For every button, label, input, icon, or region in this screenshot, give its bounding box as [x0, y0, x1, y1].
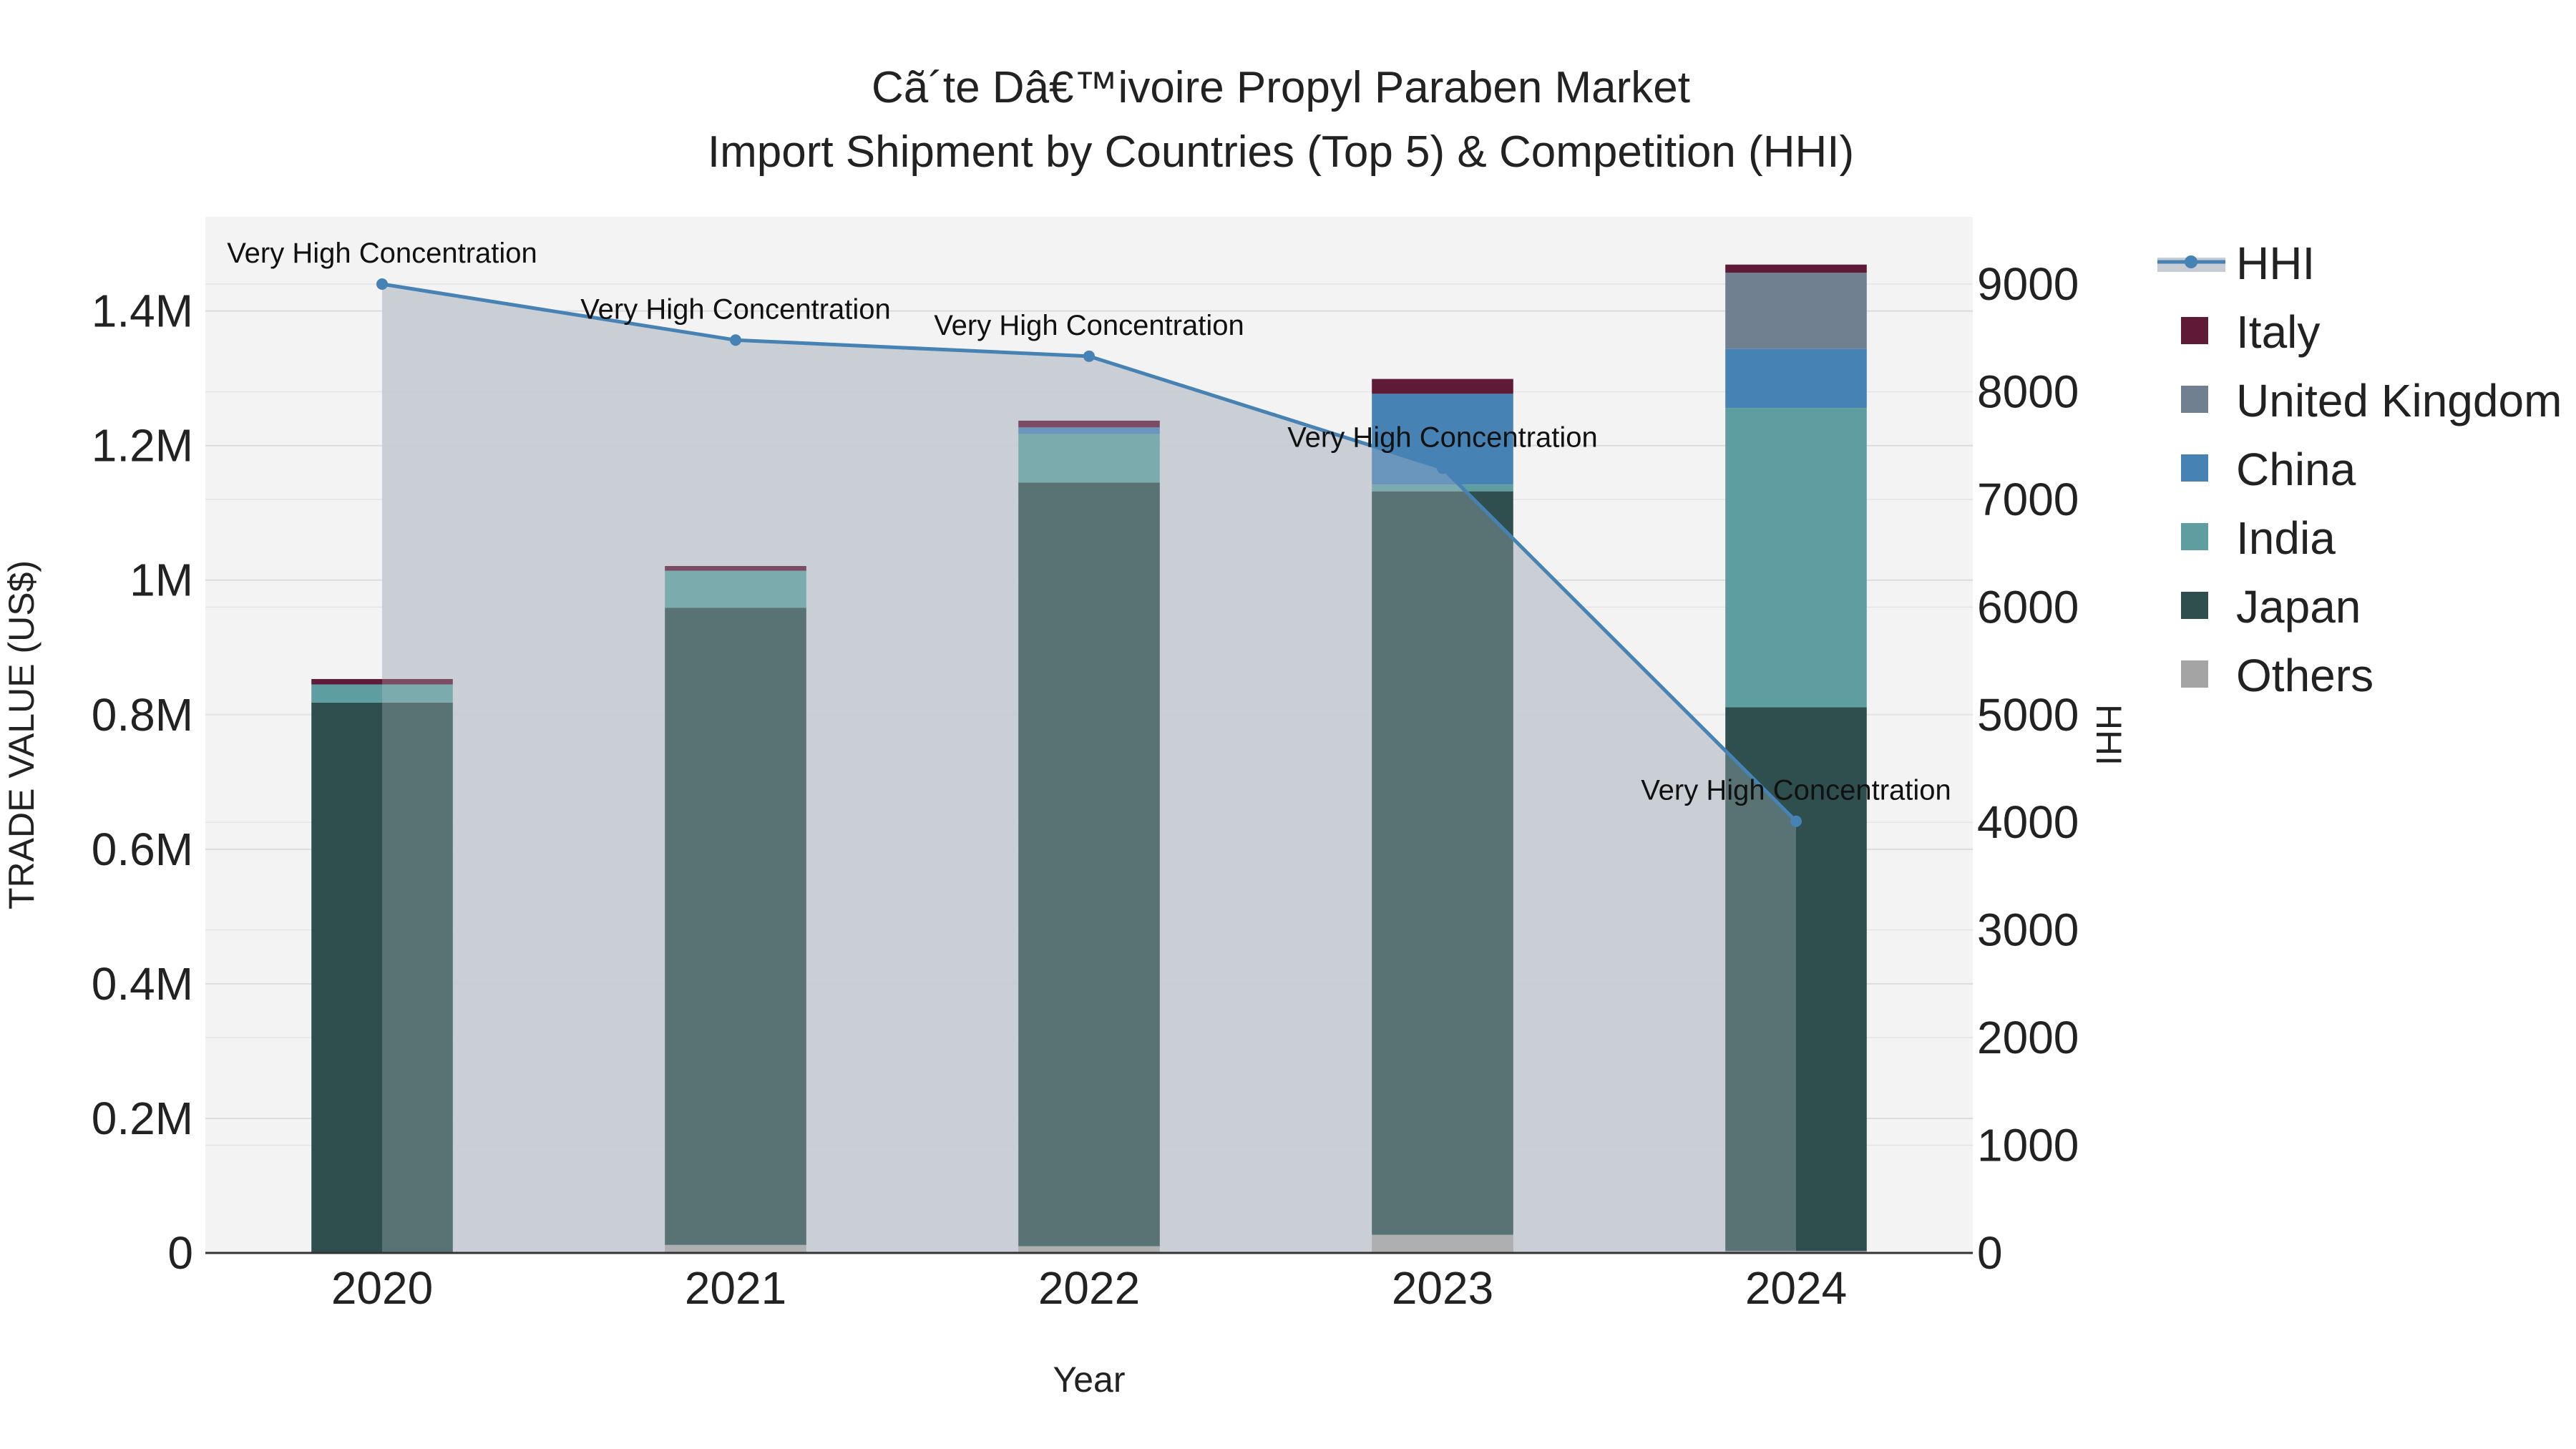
left-tick-label: 1.2M: [92, 420, 193, 472]
hhi-area-overlay: [382, 284, 1796, 1253]
bar-italy-2024: [1725, 264, 1867, 273]
right-tick-label: 2000: [1977, 1012, 2079, 1063]
right-tick-label: 9000: [1977, 258, 2079, 310]
bar-india-2020: [311, 684, 453, 703]
hhi-label-2024: Very High Concentration: [1641, 775, 1951, 806]
legend-label: Italy: [2236, 306, 2320, 358]
legend-swatch-hhi-marker: [2185, 255, 2197, 268]
left-tick-label: 0.8M: [92, 689, 193, 741]
bar-india-2024: [1725, 408, 1867, 708]
left-tick-label: 1M: [130, 555, 193, 606]
bar-india-2021: [665, 570, 806, 608]
bar-india-2022: [1018, 434, 1160, 483]
legend-item-italy: Italy: [2181, 306, 2320, 358]
legend-swatch: [2181, 660, 2208, 688]
right-tick-label: 5000: [1977, 689, 2079, 741]
hhi-point-2021: [730, 334, 741, 346]
chart-title-line1: Cã´te Dâ€™ivoire Propyl Paraben Market: [872, 63, 1690, 112]
bar-united-kingdom-2024: [1725, 273, 1867, 349]
bar-italy-2022: [1018, 420, 1160, 428]
right-tick-label: 3000: [1977, 904, 2079, 956]
bar-japan-2020: [311, 702, 453, 1253]
bar-japan-2023: [1372, 491, 1513, 1235]
legend-item-china: China: [2181, 444, 2356, 495]
hhi-point-2023: [1437, 462, 1448, 474]
legend-swatch: [2181, 386, 2208, 413]
x-tick-label: 2024: [1745, 1262, 1847, 1314]
legend-label: HHI: [2236, 238, 2315, 289]
legend-item-japan: Japan: [2181, 581, 2361, 633]
legend-swatch: [2181, 592, 2208, 619]
left-tick-label: 0.2M: [92, 1093, 193, 1144]
right-tick-label: 1000: [1977, 1120, 2079, 1171]
left-axis-ticks: 0 0.2M 0.4M 0.6M 0.8M 1M 1.2M 1.4M: [92, 286, 193, 1279]
x-tick-label: 2023: [1392, 1262, 1493, 1314]
hhi-label-2020: Very High Concentration: [227, 238, 537, 269]
legend-label: China: [2236, 444, 2356, 495]
legend-label: Others: [2236, 650, 2373, 701]
x-axis-ticks: 2020 2021 2022 2023 2024: [331, 1262, 1847, 1314]
hhi-label-2022: Very High Concentration: [934, 310, 1244, 341]
bar-italy-2021: [665, 565, 806, 571]
left-tick-label: 1.4M: [92, 286, 193, 337]
bar-others-2023: [1372, 1234, 1513, 1253]
x-tick-label: 2021: [685, 1262, 786, 1314]
left-tick-label: 0.4M: [92, 958, 193, 1010]
right-tick-label: 4000: [1977, 796, 2079, 848]
bar-others-2022: [1018, 1246, 1160, 1253]
hhi-point-2020: [376, 278, 388, 291]
bar-japan-2024: [1725, 707, 1867, 1252]
legend-label: India: [2236, 512, 2336, 564]
hhi-label-2021: Very High Concentration: [580, 293, 891, 325]
right-tick-label: 7000: [1977, 474, 2079, 525]
x-tick-label: 2020: [331, 1262, 433, 1314]
hhi-point-2022: [1083, 350, 1095, 362]
legend-label: United Kingdom: [2236, 375, 2562, 426]
bar-italy-2023: [1372, 379, 1513, 394]
legend-item-hhi: HHI: [2157, 238, 2315, 289]
stacked-bars: [311, 264, 1867, 1253]
y-axis-title-right: HHI: [2089, 704, 2129, 766]
legend: HHI Italy United Kingdom China India Japan Oth…: [2157, 238, 2562, 701]
bar-china-2022: [1018, 427, 1160, 434]
x-tick-label: 2022: [1038, 1262, 1140, 1314]
chart-title-line2: Import Shipment by Countries (Top 5) & C…: [708, 127, 1854, 177]
right-tick-label: 8000: [1977, 366, 2079, 417]
right-tick-label: 6000: [1977, 581, 2079, 633]
bar-japan-2021: [665, 608, 806, 1245]
left-tick-label: 0.6M: [92, 824, 193, 875]
right-axis-ticks: 0 1000 2000 3000 4000 5000 6000 7000 8000 9000: [1977, 258, 2079, 1279]
bar-japan-2022: [1018, 482, 1160, 1246]
bar-others-2021: [665, 1244, 806, 1253]
legend-item-others: Others: [2181, 650, 2373, 701]
x-axis-title: Year: [1053, 1360, 1125, 1400]
left-tick-label: 0: [167, 1227, 193, 1279]
legend-item-united-kingdom: United Kingdom: [2181, 375, 2562, 426]
legend-label: Japan: [2236, 581, 2361, 633]
legend-swatch: [2181, 523, 2208, 550]
bar-italy-2020: [311, 678, 453, 685]
y-axis-title-left: TRADE VALUE (US$): [1, 560, 42, 909]
legend-swatch: [2181, 454, 2208, 482]
legend-item-india: India: [2181, 512, 2336, 564]
legend-swatch: [2181, 317, 2208, 344]
hhi-point-2024: [1790, 815, 1802, 827]
hhi-label-2023: Very High Concentration: [1287, 421, 1598, 453]
bar-china-2024: [1725, 348, 1867, 409]
hhi-line-layer: Very High Concentration Very High Concent…: [227, 238, 1951, 827]
right-tick-label: 0: [1977, 1227, 2003, 1279]
bar-india-2023: [1372, 484, 1513, 492]
